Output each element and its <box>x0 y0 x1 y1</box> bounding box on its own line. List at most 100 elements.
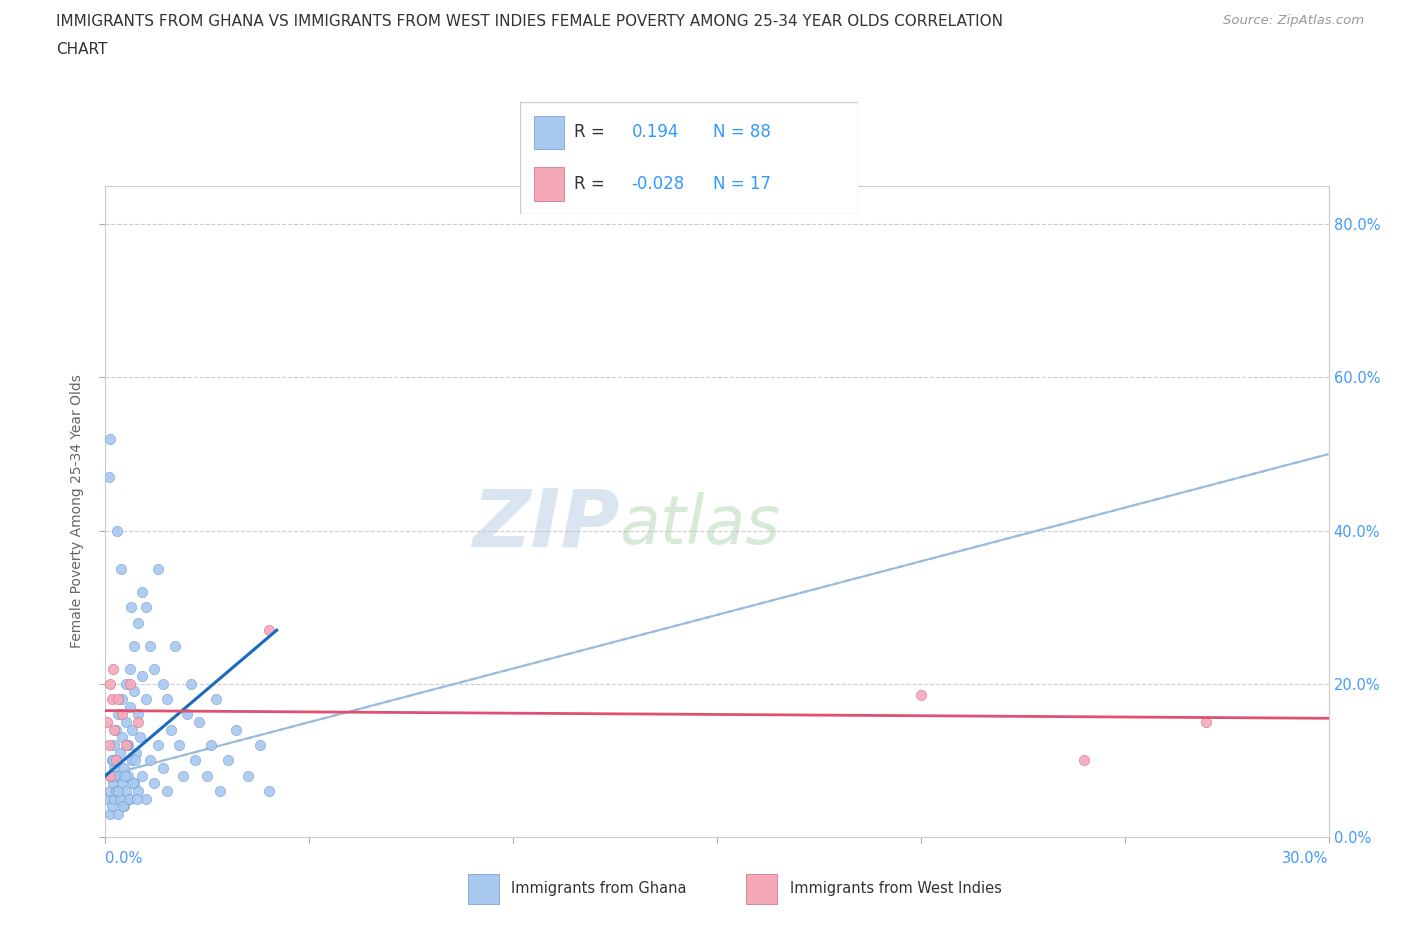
Point <box>184 753 207 768</box>
Point <box>96 791 118 806</box>
Point <box>115 714 138 729</box>
Point <box>135 692 157 707</box>
Point <box>163 638 186 653</box>
Point <box>100 799 122 814</box>
Point <box>125 745 148 760</box>
Point <box>103 761 125 776</box>
Point <box>111 730 134 745</box>
Point <box>167 737 190 752</box>
Point <box>139 753 162 768</box>
Point <box>127 707 149 722</box>
Point <box>111 799 134 814</box>
Text: IMMIGRANTS FROM GHANA VS IMMIGRANTS FROM WEST INDIES FEMALE POVERTY AMONG 25-34 : IMMIGRANTS FROM GHANA VS IMMIGRANTS FROM… <box>56 14 1004 29</box>
Point <box>105 524 128 538</box>
Point <box>120 600 142 615</box>
Text: atlas: atlas <box>619 492 780 557</box>
Point <box>225 723 247 737</box>
Point <box>910 688 932 703</box>
Text: Source: ZipAtlas.com: Source: ZipAtlas.com <box>1223 14 1364 27</box>
Text: CHART: CHART <box>56 42 108 57</box>
Point <box>143 661 166 676</box>
Point <box>121 753 143 768</box>
Bar <box>534 115 564 149</box>
Point <box>122 776 145 790</box>
Point <box>115 784 138 799</box>
Point <box>118 791 141 806</box>
Text: -0.028: -0.028 <box>631 175 685 193</box>
Point <box>148 737 170 752</box>
Point <box>208 784 231 799</box>
Point <box>135 791 157 806</box>
Bar <box>534 167 564 201</box>
Point <box>1073 753 1095 768</box>
Text: Immigrants from West Indies: Immigrants from West Indies <box>790 881 1001 896</box>
Text: ZIP: ZIP <box>472 485 619 564</box>
FancyBboxPatch shape <box>520 102 858 214</box>
Point <box>98 768 121 783</box>
Point <box>98 768 121 783</box>
Point <box>110 562 132 577</box>
Point <box>127 791 149 806</box>
Point <box>159 723 181 737</box>
Point <box>155 784 177 799</box>
Text: 30.0%: 30.0% <box>1282 851 1329 866</box>
Text: N = 88: N = 88 <box>713 124 770 141</box>
Point <box>122 684 145 699</box>
Point <box>100 753 122 768</box>
Point <box>101 776 124 790</box>
Point <box>103 768 125 783</box>
Point <box>103 737 125 752</box>
Point <box>104 784 127 799</box>
Point <box>131 669 153 684</box>
Point <box>118 791 141 806</box>
Point <box>188 714 211 729</box>
Point <box>112 799 135 814</box>
Point <box>98 676 121 691</box>
Bar <box>747 874 778 904</box>
Point <box>100 692 122 707</box>
Point <box>104 723 127 737</box>
Point <box>217 753 239 768</box>
Point <box>103 723 125 737</box>
Point <box>98 806 121 821</box>
Point <box>115 737 138 752</box>
Point <box>107 806 129 821</box>
Point <box>139 638 162 653</box>
Point <box>152 676 174 691</box>
Point <box>176 707 198 722</box>
Point <box>200 737 222 752</box>
Bar <box>468 874 499 904</box>
Point <box>257 784 280 799</box>
Point <box>127 784 149 799</box>
Text: 0.0%: 0.0% <box>105 851 142 866</box>
Point <box>1195 714 1218 729</box>
Point <box>103 791 125 806</box>
Text: N = 17: N = 17 <box>713 175 770 193</box>
Point <box>127 714 149 729</box>
Point <box>111 776 134 790</box>
Point <box>115 676 138 691</box>
Text: R =: R = <box>574 175 605 193</box>
Point <box>195 768 219 783</box>
Point <box>111 707 134 722</box>
Point <box>111 692 134 707</box>
Point <box>115 737 138 752</box>
Point <box>107 707 129 722</box>
Text: 0.194: 0.194 <box>631 124 679 141</box>
Point <box>249 737 271 752</box>
Point <box>135 600 157 615</box>
Point <box>127 615 149 630</box>
Point <box>97 470 120 485</box>
Point <box>129 730 152 745</box>
Point <box>98 432 121 446</box>
Point <box>114 768 136 783</box>
Point <box>108 791 131 806</box>
Point <box>122 776 145 790</box>
Point <box>117 768 139 783</box>
Point <box>97 737 120 752</box>
Point <box>121 723 143 737</box>
Point <box>112 761 135 776</box>
Point <box>118 661 141 676</box>
Point <box>155 692 177 707</box>
Point <box>118 676 141 691</box>
